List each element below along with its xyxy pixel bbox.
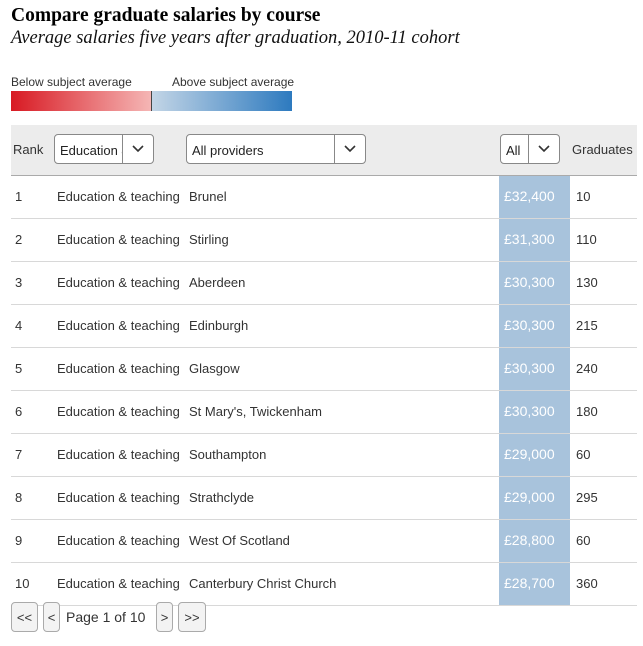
chevron-down-icon: [334, 135, 365, 163]
salary-value: £28,700: [504, 575, 555, 591]
salary-value: £31,300: [504, 231, 555, 247]
salary-value: £29,000: [504, 489, 555, 505]
provider-cell: Strathclyde: [189, 490, 255, 505]
graduates-header: Graduates: [572, 142, 633, 157]
rank-cell: 4: [15, 318, 23, 333]
table-row: 4 Education & teaching Edinburgh £30,300 215: [11, 305, 637, 348]
chevron-down-icon: [122, 135, 153, 163]
salary-cell: £29,000: [499, 434, 570, 476]
prev-page-button[interactable]: <: [43, 602, 60, 632]
rank-cell: 9: [15, 533, 23, 548]
salary-cell: £30,300: [499, 305, 570, 347]
subject-cell: Education & teaching: [57, 318, 180, 333]
salary-filter-value: All: [506, 143, 521, 158]
provider-select[interactable]: All providers: [186, 134, 366, 164]
table-row: 3 Education & teaching Aberdeen £30,300 130: [11, 262, 637, 305]
provider-cell: Aberdeen: [189, 275, 246, 290]
graduates-cell: 180: [576, 404, 598, 419]
provider-cell: Stirling: [189, 232, 229, 247]
table-row: 2 Education & teaching Stirling £31,300 110: [11, 219, 637, 262]
graduates-cell: 60: [576, 447, 591, 462]
subject-select-value: Education & teaching: [60, 143, 122, 158]
rank-cell: 1: [15, 189, 23, 204]
page-title: Compare graduate salaries by course: [11, 5, 321, 26]
rank-cell: 7: [15, 447, 23, 462]
subject-select[interactable]: Education & teaching: [54, 134, 154, 164]
table-row: 6 Education & teaching St Mary's, Twickenh…: [11, 391, 637, 434]
table-row: 1 Education & teaching Brunel £32,400 10: [11, 176, 637, 219]
salary-cell: £31,300: [499, 219, 570, 261]
rank-cell: 2: [15, 232, 23, 247]
salary-value: £30,300: [504, 403, 555, 419]
next-page-button[interactable]: >: [156, 602, 173, 632]
subject-cell: Education & teaching: [57, 275, 180, 290]
salary-value: £32,400: [504, 188, 555, 204]
salary-table: 1 Education & teaching Brunel £32,400 10 2 Edu…: [11, 176, 637, 606]
rank-cell: 8: [15, 490, 23, 505]
table-row: 7 Education & teaching Southampton £29,000 6…: [11, 434, 637, 477]
graduates-cell: 130: [576, 275, 598, 290]
salary-value: £30,300: [504, 360, 555, 376]
rank-cell: 10: [15, 576, 30, 591]
table-row: 5 Education & teaching Glasgow £30,300 240: [11, 348, 637, 391]
graduates-cell: 215: [576, 318, 598, 333]
subject-cell: Education & teaching: [57, 189, 180, 204]
graduates-cell: 360: [576, 576, 598, 591]
salary-value: £30,300: [504, 317, 555, 333]
salary-cell: £30,300: [499, 391, 570, 433]
graduates-cell: 60: [576, 533, 591, 548]
chevron-down-icon: [528, 135, 559, 163]
first-page-button[interactable]: <<: [11, 602, 38, 632]
page-indicator: Page 1 of 10: [66, 609, 146, 625]
salary-cell: £29,000: [499, 477, 570, 519]
provider-cell: Brunel: [189, 189, 227, 204]
graduates-cell: 295: [576, 490, 598, 505]
rank-header: Rank: [13, 142, 44, 157]
subject-cell: Education & teaching: [57, 232, 180, 247]
legend-below-gradient: [11, 91, 151, 111]
subject-cell: Education & teaching: [57, 490, 180, 505]
page-subtitle: Average salaries five years after gradua…: [11, 28, 460, 48]
provider-cell: St Mary's, Twickenham: [189, 404, 323, 419]
provider-cell: West Of Scotland: [189, 533, 290, 548]
salary-value: £30,300: [504, 274, 555, 290]
provider-cell: Canterbury Christ Church: [189, 576, 337, 591]
rank-cell: 5: [15, 361, 23, 376]
provider-select-value: All providers: [192, 143, 264, 158]
salary-value: £29,000: [504, 446, 555, 462]
subject-cell: Education & teaching: [57, 404, 180, 419]
salary-cell: £30,300: [499, 348, 570, 390]
rank-cell: 3: [15, 275, 23, 290]
rank-cell: 6: [15, 404, 23, 419]
table-row: 10 Education & teaching Canterbury Christ …: [11, 563, 637, 606]
salary-cell: £32,400: [499, 176, 570, 218]
subject-cell: Education & teaching: [57, 447, 180, 462]
table-row: 8 Education & teaching Strathclyde £29,000 2…: [11, 477, 637, 520]
graduates-cell: 240: [576, 361, 598, 376]
graduates-cell: 10: [576, 189, 591, 204]
salary-cell: £30,300: [499, 262, 570, 304]
salary-value: £28,800: [504, 532, 555, 548]
legend-below-label: Below subject average: [11, 75, 132, 89]
legend-divider: [151, 91, 152, 111]
salary-cell: £28,700: [499, 563, 570, 605]
legend-above-gradient: [152, 91, 292, 111]
provider-cell: Glasgow: [189, 361, 240, 376]
provider-cell: Southampton: [189, 447, 267, 462]
subject-cell: Education & teaching: [57, 361, 180, 376]
table-row: 9 Education & teaching West Of Scotland £28…: [11, 520, 637, 563]
subject-cell: Education & teaching: [57, 533, 180, 548]
salary-cell: £28,800: [499, 520, 570, 562]
legend-above-label: Above subject average: [172, 75, 295, 89]
salary-filter-select[interactable]: All: [500, 134, 560, 164]
graduates-cell: 110: [576, 232, 597, 247]
subject-cell: Education & teaching: [57, 576, 180, 591]
last-page-button[interactable]: >>: [178, 602, 206, 632]
provider-cell: Edinburgh: [189, 318, 249, 333]
